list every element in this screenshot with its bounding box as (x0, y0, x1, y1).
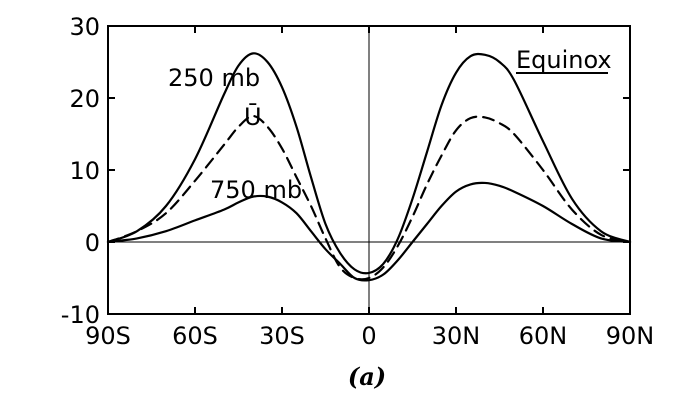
series-250-mb-line (106, 52, 632, 275)
x-tick-label: 0 (361, 322, 376, 350)
y-tick-label: 20 (69, 85, 100, 113)
figure-caption: (a) (348, 362, 386, 391)
y-tick-label: 30 (69, 13, 100, 41)
y-axis: -10 0 10 20 30 (61, 13, 630, 329)
label-250-mb: 250 mb (168, 64, 260, 92)
label-750-mb: 750 mb (210, 176, 302, 204)
series-750-mb-line (106, 181, 632, 282)
x-tick-label: 60S (172, 322, 218, 350)
y-tick-label: 0 (85, 229, 100, 257)
reference-lines (108, 26, 630, 314)
series-lines (106, 52, 632, 282)
label-u-bar: Ū (244, 102, 262, 131)
series-u-bar-line (106, 114, 632, 281)
x-tick-label: 60N (519, 322, 568, 350)
x-tick-label: 30S (259, 322, 305, 350)
x-tick-label: 30N (432, 322, 481, 350)
x-axis: 90S 60S 30S 0 30N 60N 90N (85, 26, 654, 350)
x-tick-label: 90S (85, 322, 131, 350)
equinox-label: Equinox (516, 46, 612, 74)
x-tick-label: 90N (606, 322, 655, 350)
y-tick-label: -10 (61, 301, 100, 329)
y-tick-label: 10 (69, 157, 100, 185)
